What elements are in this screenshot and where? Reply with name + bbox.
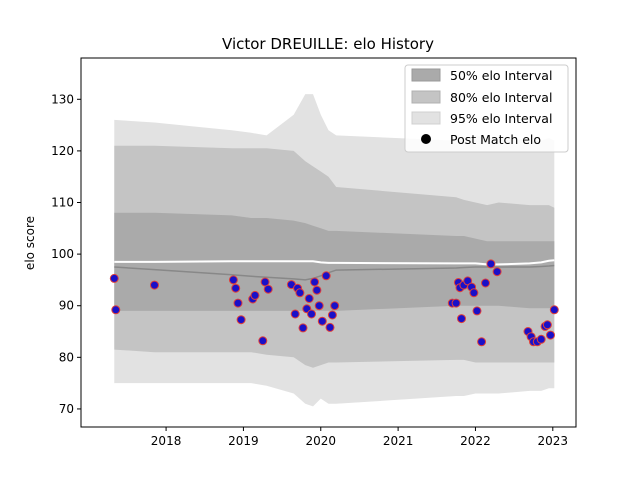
legend-label-50: 50% elo Interval: [450, 68, 552, 83]
post-match-point: [451, 298, 461, 308]
y-tick-label: 120: [51, 144, 74, 158]
post-match-point: [536, 334, 546, 344]
post-match-point: [228, 275, 238, 285]
post-match-point: [236, 315, 246, 325]
x-tick-label: 2023: [538, 434, 569, 448]
post-match-point: [290, 309, 300, 319]
post-match-point: [258, 336, 268, 346]
axes: 2018 2019 2020 2021 2022 2023 70 80 90 100 110 120 1…: [51, 92, 568, 448]
legend-label-post-match: Post Match elo: [450, 132, 541, 147]
mean-line: [114, 259, 555, 266]
post-match-point: [109, 273, 119, 283]
post-match-point: [314, 301, 324, 311]
post-match-point: [150, 280, 159, 290]
legend: 50% elo Interval 80% elo Interval 95% el…: [404, 64, 569, 153]
post-match-point: [310, 277, 320, 287]
y-tick-label: 100: [51, 247, 74, 261]
post-match-point: [321, 271, 331, 281]
post-match-point: [492, 267, 502, 277]
post-match-point: [295, 288, 305, 298]
y-tick-label: 80: [59, 350, 74, 364]
post-match-point: [327, 310, 337, 320]
legend-swatch-95: [411, 111, 441, 125]
post-match-point: [477, 337, 487, 347]
x-tick-label: 2021: [383, 434, 414, 448]
post-match-point: [307, 309, 316, 319]
legend-swatch-80: [411, 90, 441, 104]
post-match-point: [472, 306, 482, 316]
y-tick-label: 110: [51, 196, 74, 210]
post-match-point: [330, 301, 340, 311]
band-50: [114, 212, 555, 311]
post-match-point: [457, 314, 466, 324]
post-match-point: [317, 316, 327, 326]
chart-title: Victor DREUILLE: elo History: [222, 35, 434, 53]
post-match-point: [304, 294, 314, 303]
post-match-point: [325, 322, 335, 332]
post-match-point: [469, 288, 479, 298]
x-tick-label: 2018: [151, 434, 182, 448]
post-match-point: [298, 323, 308, 333]
post-match-point: [231, 283, 241, 293]
plot-frame: [80, 57, 577, 428]
y-tick-label: 70: [59, 402, 74, 416]
x-tick-label: 2019: [228, 434, 259, 448]
post-match-point: [542, 320, 552, 330]
post-match-point: [481, 278, 490, 288]
post-match-point: [486, 259, 496, 269]
x-tick-label: 2020: [305, 434, 336, 448]
post-match-point: [263, 284, 273, 294]
post-match-point: [233, 298, 243, 308]
post-match-point: [546, 330, 555, 340]
plot-area: [109, 94, 559, 407]
post-match-point: [250, 290, 260, 300]
post-match-point: [111, 305, 121, 315]
y-tick-label: 90: [59, 299, 74, 313]
legend-label-80: 80% elo Interval: [450, 90, 552, 105]
post-match-point: [549, 305, 559, 315]
legend-label-95: 95% elo Interval: [450, 111, 552, 126]
legend-marker-post-match: [421, 134, 431, 144]
y-axis-label: elo score: [23, 216, 37, 270]
legend-frame: [404, 64, 569, 153]
series-line: [114, 264, 555, 281]
legend-swatch-50: [411, 68, 441, 82]
x-tick-label: 2022: [460, 434, 491, 448]
y-tick-label: 130: [51, 92, 74, 106]
post-match-point: [312, 285, 322, 295]
